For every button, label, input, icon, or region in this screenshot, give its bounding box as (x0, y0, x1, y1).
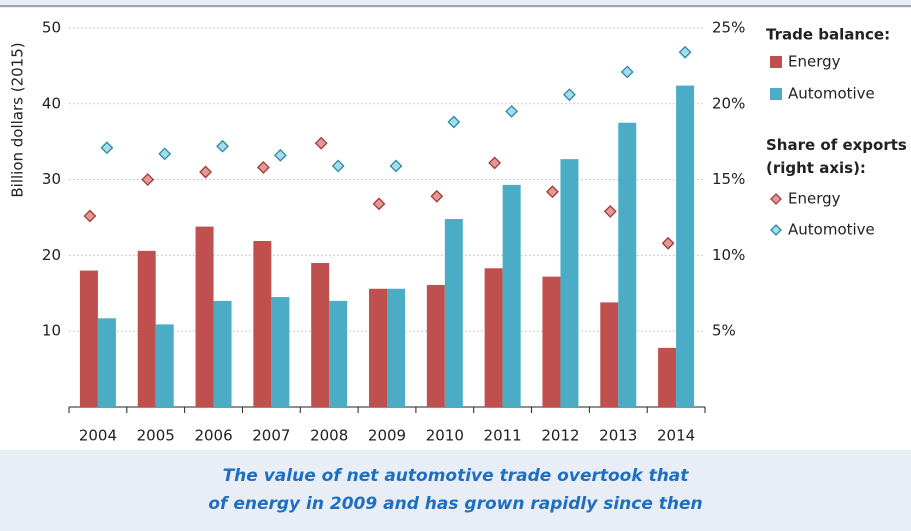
y2-tick-label: 5% (712, 322, 736, 340)
bar (387, 288, 405, 407)
y-axis-label: Billion dollars (2015) (9, 42, 27, 197)
caption-line: The value of net automotive trade overto… (222, 466, 689, 486)
x-tick-label: 2008 (310, 427, 348, 445)
share-marker (141, 173, 155, 187)
share-marker (488, 156, 502, 170)
y-tick-label: 20 (42, 246, 61, 264)
legend-label: Energy (788, 53, 841, 71)
legend-label: Automotive (788, 221, 875, 239)
x-tick-label: 2009 (368, 427, 406, 445)
bar (600, 302, 619, 407)
bar (329, 300, 348, 407)
y-tick-label: 50 (42, 19, 61, 37)
share-marker (314, 136, 328, 150)
bar (195, 226, 214, 407)
share-marker (661, 236, 675, 250)
share-marker (546, 185, 559, 199)
share-marker (100, 141, 114, 155)
x-tick-label: 2010 (426, 427, 464, 445)
bar (618, 122, 637, 407)
share-marker (372, 197, 386, 211)
legend-label: Automotive (788, 85, 875, 103)
x-tick-label: 2012 (541, 427, 579, 445)
bar (502, 184, 521, 407)
legend-swatch (770, 56, 782, 68)
legend-marker (770, 193, 782, 205)
bar (97, 318, 116, 407)
share-marker (430, 189, 444, 203)
y-tick-label: 40 (42, 94, 61, 112)
y2-tick-label: 10% (712, 246, 745, 264)
legend-title: Trade balance: (766, 26, 890, 44)
bar (560, 159, 579, 407)
share-marker (199, 165, 212, 179)
bar (155, 324, 174, 407)
bar (542, 276, 561, 407)
legend-swatch (770, 88, 782, 100)
x-tick-label: 2014 (657, 427, 695, 445)
bar (271, 297, 290, 407)
bar (676, 85, 695, 407)
x-tick-label: 2013 (599, 427, 637, 445)
share-marker (563, 88, 576, 102)
x-tick-label: 2007 (252, 427, 290, 445)
bar (484, 268, 503, 407)
x-tick-label: 2006 (194, 427, 232, 445)
share-marker (216, 139, 229, 153)
x-tick-label: 2005 (137, 427, 175, 445)
y2-tick-label: 20% (712, 94, 745, 112)
bar (658, 347, 677, 407)
x-tick-label: 2004 (79, 427, 117, 445)
share-marker (447, 115, 461, 129)
share-marker (83, 209, 97, 223)
x-tick-label: 2011 (484, 427, 522, 445)
bar (79, 270, 98, 407)
legend-marker (770, 224, 782, 236)
bar (369, 288, 387, 407)
bar (311, 262, 330, 407)
share-marker (620, 65, 634, 79)
y-tick-label: 30 (42, 170, 61, 188)
share-marker (273, 148, 287, 162)
bar (426, 284, 445, 407)
share-marker (158, 147, 172, 161)
y-tick-label: 10 (42, 322, 61, 340)
y2-tick-label: 15% (712, 170, 745, 188)
caption: The value of net automotive trade overto… (0, 462, 911, 518)
bar (253, 240, 272, 407)
bar (213, 300, 232, 407)
share-marker (331, 159, 345, 173)
bar (444, 219, 463, 407)
caption-line: of energy in 2009 and has grown rapidly … (208, 494, 703, 514)
share-marker (678, 45, 692, 59)
share-marker (603, 205, 617, 218)
share-marker (256, 161, 270, 174)
share-marker (389, 159, 403, 173)
legend-title: Share of exports (right axis): (766, 136, 907, 177)
y2-tick-label: 25% (712, 19, 745, 37)
legend-label: Energy (788, 190, 841, 208)
share-marker (505, 104, 519, 118)
bar (137, 250, 156, 407)
